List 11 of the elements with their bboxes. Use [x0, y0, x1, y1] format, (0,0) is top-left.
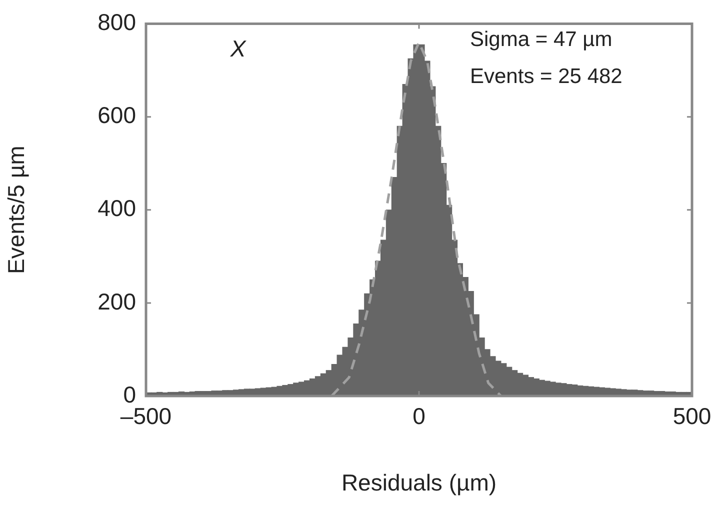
y-tick-label: 800	[98, 9, 136, 36]
x-tick-label: 500	[672, 403, 712, 430]
annotation: Events = 25 482	[470, 64, 622, 88]
y-tick-label: 600	[98, 102, 136, 128]
y-tick-label: 400	[98, 195, 136, 222]
x-axis-title: Residuals (µm)	[341, 470, 497, 496]
y-axis-title: Events/5 µm	[3, 146, 30, 274]
annotation: Sigma = 47 µm	[470, 28, 612, 51]
y-tick-label: 200	[98, 288, 136, 314]
annotation: X	[229, 35, 248, 62]
x-tick-label: 0	[412, 403, 426, 430]
